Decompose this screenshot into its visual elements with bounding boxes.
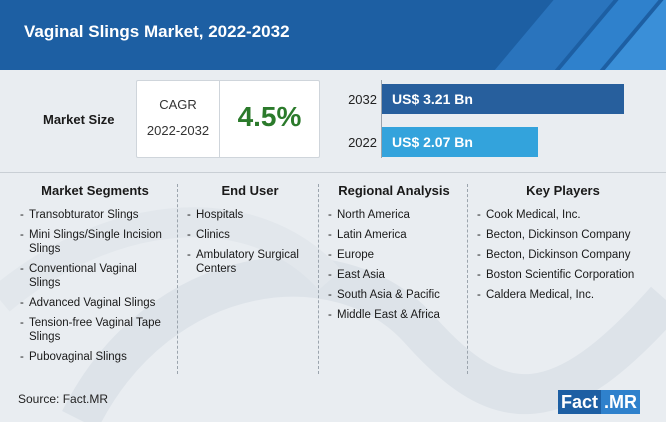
bar-year-label: 2022 bbox=[348, 135, 377, 150]
list-item: - Transobturator Slings bbox=[20, 208, 170, 222]
list-item: - Boston Scientific Corporation bbox=[477, 268, 649, 282]
bullet-dash: - bbox=[20, 317, 24, 329]
logo-left: Fact bbox=[558, 390, 602, 414]
list-item: - Europe bbox=[328, 248, 460, 262]
list-item-text: Transobturator Slings bbox=[29, 209, 139, 221]
factmr-logo: Fact .MR bbox=[558, 390, 654, 414]
list-item-text: Europe bbox=[337, 249, 375, 261]
bullet-dash: - bbox=[477, 209, 481, 221]
bar-2032: US$ 3.21 Bn bbox=[382, 84, 624, 114]
list-item: - Becton, Dickinson Company bbox=[477, 248, 649, 262]
list-item-text: Becton, Dickinson Company bbox=[486, 229, 631, 241]
bullet-dash: - bbox=[20, 297, 24, 309]
players-heading: Key Players bbox=[526, 183, 600, 198]
bar-year-label: 2032 bbox=[348, 92, 377, 107]
list-item-text: Clinics bbox=[196, 229, 230, 241]
list-item-text: Advanced Vaginal Slings bbox=[29, 297, 156, 309]
cagr-divider bbox=[219, 81, 220, 157]
bullet-dash: - bbox=[328, 249, 332, 261]
list-item-text: Caldera Medical, Inc. bbox=[486, 289, 595, 301]
list-item: - Mini Slings/Single Incision Slings bbox=[20, 228, 170, 256]
bullet-dash: - bbox=[20, 209, 24, 221]
list-item: - Hospitals bbox=[187, 208, 313, 222]
bar-axis bbox=[381, 80, 382, 158]
list-item: - Advanced Vaginal Slings bbox=[20, 296, 170, 310]
end-user-heading: End User bbox=[221, 183, 279, 198]
cagr-years: 2022-2032 bbox=[146, 123, 210, 138]
list-item-text: South Asia & Pacific bbox=[337, 289, 440, 301]
list-item: - Conventional Vaginal Slings bbox=[20, 262, 170, 290]
cagr-label: CAGR bbox=[159, 97, 197, 112]
bullet-dash: - bbox=[187, 209, 191, 221]
market-size-label: Market Size bbox=[43, 112, 115, 127]
cagr-box: CAGR 2022-2032 4.5% bbox=[136, 80, 320, 158]
regional-list: - North America - Latin America - Europe - East… bbox=[328, 208, 460, 322]
list-item-text: Conventional Vaginal Slings bbox=[29, 263, 137, 289]
column-divider bbox=[467, 184, 468, 374]
bullet-dash: - bbox=[328, 289, 332, 301]
list-item-text: Becton, Dickinson Company bbox=[486, 249, 631, 261]
list-item: - Pubovaginal Slings bbox=[20, 350, 170, 364]
list-item-text: Pubovaginal Slings bbox=[29, 351, 127, 363]
list-item-text: Mini Slings/Single Incision Slings bbox=[29, 229, 162, 255]
regional-column: Regional Analysis - North America - Latin A… bbox=[328, 183, 460, 373]
bullet-dash: - bbox=[477, 269, 481, 281]
bar-2022: US$ 2.07 Bn bbox=[382, 127, 538, 157]
list-item-text: North America bbox=[337, 209, 410, 221]
section-divider bbox=[0, 172, 666, 173]
list-item: - Cook Medical, Inc. bbox=[477, 208, 649, 222]
bullet-dash: - bbox=[328, 229, 332, 241]
source-note: Source: Fact.MR bbox=[18, 392, 109, 406]
cagr-value: 4.5% bbox=[237, 101, 302, 132]
list-item: - Tension-free Vaginal Tape Slings bbox=[20, 316, 170, 344]
bullet-dash: - bbox=[477, 229, 481, 241]
players-column: Key Players - Cook Medical, Inc. - Becton, … bbox=[477, 183, 649, 373]
bullet-dash: - bbox=[20, 263, 24, 275]
list-item: - North America bbox=[328, 208, 460, 222]
bullet-dash: - bbox=[20, 229, 24, 241]
bullet-dash: - bbox=[328, 269, 332, 281]
list-item-text: Hospitals bbox=[196, 209, 244, 221]
list-item: - Middle East & Africa bbox=[328, 308, 460, 322]
list-item-text: Cook Medical, Inc. bbox=[486, 209, 581, 221]
list-item-text: Tension-free Vaginal Tape Slings bbox=[29, 317, 161, 343]
list-item: - Becton, Dickinson Company bbox=[477, 228, 649, 242]
bullet-dash: - bbox=[328, 309, 332, 321]
bullet-dash: - bbox=[187, 249, 191, 261]
header-banner: Vaginal Slings Market, 2022-2032 bbox=[0, 0, 666, 70]
logo-right: .MR bbox=[601, 390, 641, 414]
list-item: - Latin America bbox=[328, 228, 460, 242]
column-divider bbox=[318, 184, 319, 374]
segments-heading: Market Segments bbox=[41, 183, 149, 198]
list-item: - South Asia & Pacific bbox=[328, 288, 460, 302]
column-divider bbox=[177, 184, 178, 374]
list-item-text: East Asia bbox=[337, 269, 385, 281]
chart-title: Vaginal Slings Market, 2022-2032 bbox=[24, 22, 290, 41]
end-user-column: End User - Hospitals - Clinics - Ambulatory S… bbox=[187, 183, 313, 373]
bullet-dash: - bbox=[187, 229, 191, 241]
bullet-dash: - bbox=[328, 209, 332, 221]
bullet-dash: - bbox=[20, 351, 24, 363]
list-item-text: Middle East & Africa bbox=[337, 309, 440, 321]
bar-value-label: US$ 2.07 Bn bbox=[392, 134, 473, 150]
list-item: - Caldera Medical, Inc. bbox=[477, 288, 649, 302]
bullet-dash: - bbox=[477, 249, 481, 261]
regional-heading: Regional Analysis bbox=[338, 183, 450, 198]
end-user-list: - Hospitals - Clinics - Ambulatory Surgical C… bbox=[187, 208, 313, 276]
segments-column: Market Segments - Transobturator Slings - M… bbox=[20, 183, 170, 373]
segments-list: - Transobturator Slings - Mini Slings/Singl… bbox=[20, 208, 170, 364]
players-list: - Cook Medical, Inc. - Becton, Dickinson Co… bbox=[477, 208, 649, 302]
list-item: - East Asia bbox=[328, 268, 460, 282]
bar-value-label: US$ 3.21 Bn bbox=[392, 91, 473, 107]
bullet-dash: - bbox=[477, 289, 481, 301]
list-item-text: Ambulatory Surgical Centers bbox=[196, 249, 299, 275]
list-item-text: Latin America bbox=[337, 229, 407, 241]
list-item-text: Boston Scientific Corporation bbox=[486, 269, 635, 281]
list-item: - Ambulatory Surgical Centers bbox=[187, 248, 313, 276]
list-item: - Clinics bbox=[187, 228, 313, 242]
